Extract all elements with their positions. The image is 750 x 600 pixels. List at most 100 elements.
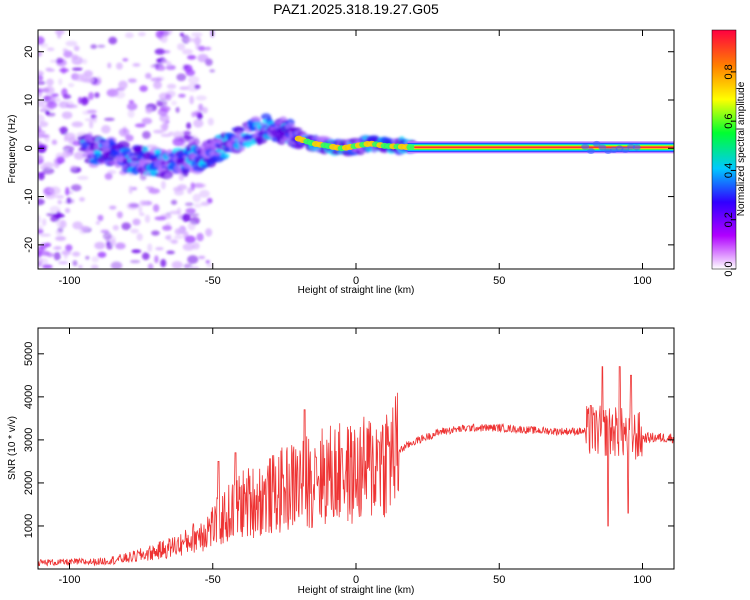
heatmap-noise-blob (179, 86, 189, 91)
heatmap-noise-blob (95, 221, 101, 225)
heatmap-noise-blob (142, 130, 151, 140)
heatmap-noise-blob (127, 78, 137, 83)
heatmap-hot-blob (592, 140, 601, 147)
heatmap-noise-blob (115, 242, 126, 250)
heatmap-noise-blob (141, 252, 150, 260)
x-tick-label: 50 (493, 574, 505, 586)
heatmap-noise-blob (110, 239, 117, 246)
heatmap-noise-blob (205, 228, 213, 237)
heatmap-noise-blob (147, 243, 153, 253)
heatmap-noise-blob (89, 120, 94, 129)
heatmap-noise-blob (162, 50, 171, 54)
colorbar-tick-label: 0.0 (723, 261, 735, 276)
heatmap-noise-blob (38, 144, 47, 154)
heatmap-noise-blob (71, 121, 84, 128)
heatmap-noise-blob (38, 51, 43, 57)
heatmap-noise-blob (150, 64, 156, 69)
heatmap-noise-blob (178, 93, 186, 98)
heatmap-noise-blob (90, 44, 97, 49)
heatmap-noise-blob (176, 207, 182, 215)
heatmap-noise-blob (134, 123, 146, 128)
heatmap-noise-blob (190, 265, 200, 269)
heatmap-noise-blob (46, 78, 54, 86)
heatmap-noise-blob (209, 69, 216, 73)
heatmap-noise-blob (38, 224, 44, 234)
heatmap-noise-blob (42, 264, 53, 269)
heatmap-noise-blob (144, 214, 151, 224)
snr-x-label: Height of straight line (km) (298, 585, 415, 596)
heatmap-noise-blob (187, 255, 199, 264)
heatmap-noise-blob (162, 225, 172, 231)
heatmap-noise-blob (125, 134, 134, 142)
heatmap-noise-blob (38, 80, 46, 85)
heatmap-noise-blob (62, 150, 71, 159)
heatmap-noise-blob (173, 235, 184, 240)
heatmap-noise-blob (183, 263, 193, 269)
heatmap-noise-blob (145, 72, 152, 80)
heatmap-noise-blob (46, 68, 55, 72)
colorbar: 0.0 0.2 0.4 0.6 0.8 Normalized spectral ampl… (711, 29, 747, 277)
heatmap-noise-blob (128, 99, 135, 104)
heatmap-noise-blob (172, 137, 185, 147)
spectrogram-x-axis: -100 -50 0 50 100 (58, 30, 652, 287)
heatmap-carrier-band (407, 146, 674, 149)
snr-x-axis: -100 -50 0 50 100 (58, 328, 652, 586)
heatmap-noise-blob (182, 243, 195, 251)
heatmap-noise-blob (194, 84, 201, 90)
heatmap-noise-blob (170, 199, 178, 205)
heatmap-noise-blob (103, 117, 115, 121)
heatmap-noise-blob (38, 198, 45, 206)
heatmap-noise-blob (206, 263, 213, 268)
y-tick-label: 20 (23, 46, 35, 58)
heatmap-noise-blob (83, 77, 96, 83)
heatmap-noise-blob (38, 250, 42, 258)
heatmap-hot-blob (598, 144, 607, 151)
heatmap-noise-blob (79, 197, 85, 202)
heatmap-noise-blob (200, 201, 210, 206)
spectrogram-x-label: Height of straight line (km) (298, 285, 415, 296)
heatmap-noise-blob (72, 251, 81, 257)
heatmap-noise-blob (192, 137, 200, 146)
heatmap-noise-blob (195, 183, 207, 188)
heatmap-noise-blob (206, 197, 213, 204)
heatmap-noise-blob (166, 83, 177, 90)
heatmap-noise-blob (154, 255, 159, 264)
heatmap-noise-blob (198, 255, 206, 260)
heatmap-noise-blob (197, 53, 209, 63)
heatmap-noise-blob (116, 211, 123, 219)
heatmap-noise-blob (175, 106, 180, 113)
heatmap-noise-blob (80, 96, 89, 106)
heatmap-noise-blob (54, 246, 62, 250)
heatmap-noise-blob (55, 236, 67, 241)
heatmap-noise-blob (187, 75, 200, 84)
x-tick-label: -100 (58, 275, 80, 287)
colorbar-ticks: 0.0 0.2 0.4 0.6 0.8 (723, 64, 736, 277)
heatmap-noise-blob (49, 186, 61, 195)
heatmap-noise-blob (57, 199, 62, 205)
heatmap-ridge-blob (164, 172, 172, 179)
heatmap-noise-blob (196, 232, 204, 242)
x-tick-label: -50 (205, 574, 221, 586)
heatmap-noise-blob (179, 32, 184, 37)
heatmap-noise-blob (59, 126, 68, 135)
colorbar-tick-label: 0.4 (723, 163, 735, 178)
heatmap-noise-blob (112, 224, 119, 231)
heatmap-noise-blob (154, 48, 166, 55)
heatmap-noise-blob (97, 44, 106, 48)
heatmap-noise-blob (170, 239, 178, 244)
colorbar-tick-label: 0.8 (723, 64, 735, 79)
heatmap-noise-blob (82, 58, 88, 65)
heatmap-noise-blob (90, 264, 99, 269)
heatmap-noise-blob (171, 261, 183, 269)
heatmap-noise-blob (152, 204, 160, 213)
y-tick-label: 5000 (23, 342, 35, 366)
heatmap-noise-blob (166, 60, 172, 67)
x-tick-label: 100 (633, 574, 651, 586)
heatmap-noise-blob (154, 216, 167, 221)
snr-series-line (38, 366, 674, 567)
y-tick-label: 3000 (23, 428, 35, 452)
heatmap-noise-blob (145, 107, 153, 114)
heatmap-noise-blob (184, 235, 196, 244)
heatmap-noise-blob (97, 214, 104, 222)
heatmap-noise-blob (61, 67, 67, 74)
